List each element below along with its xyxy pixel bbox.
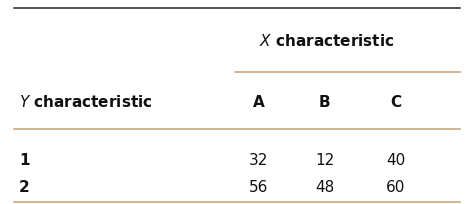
Text: 56: 56: [249, 179, 268, 194]
Text: 40: 40: [386, 153, 405, 168]
Text: C: C: [390, 94, 401, 110]
Text: A: A: [253, 94, 264, 110]
Text: 48: 48: [315, 179, 334, 194]
Text: B: B: [319, 94, 330, 110]
Text: 2: 2: [19, 179, 30, 194]
Text: 32: 32: [249, 153, 268, 168]
Text: 1: 1: [19, 153, 29, 168]
Text: 60: 60: [386, 179, 405, 194]
Text: $\mathit{X}$ characteristic: $\mathit{X}$ characteristic: [259, 33, 395, 49]
Text: 12: 12: [315, 153, 334, 168]
Text: $\mathit{Y}$ characteristic: $\mathit{Y}$ characteristic: [19, 94, 153, 110]
